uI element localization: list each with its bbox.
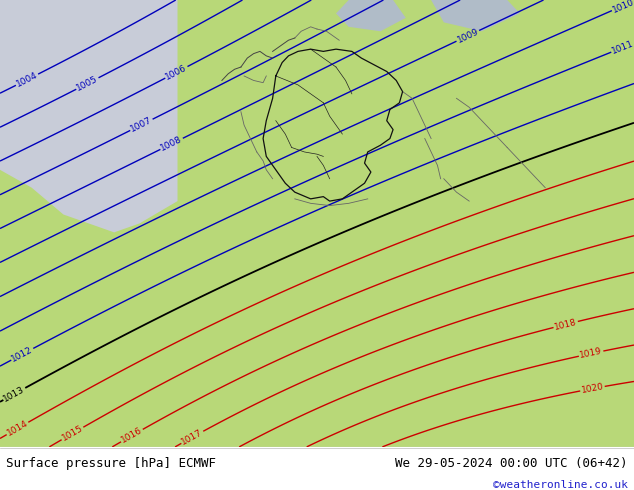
Text: 1016: 1016 xyxy=(120,426,144,445)
Text: ©weatheronline.co.uk: ©weatheronline.co.uk xyxy=(493,480,628,490)
Text: 1013: 1013 xyxy=(2,385,27,403)
Text: 1007: 1007 xyxy=(129,116,153,134)
Text: We 29-05-2024 00:00 UTC (06+42): We 29-05-2024 00:00 UTC (06+42) xyxy=(395,457,628,470)
Text: 1008: 1008 xyxy=(159,135,184,153)
Text: 1005: 1005 xyxy=(75,74,100,93)
Polygon shape xyxy=(431,0,520,31)
Text: 1012: 1012 xyxy=(10,345,34,364)
Text: 1011: 1011 xyxy=(611,39,634,56)
Text: 1018: 1018 xyxy=(553,318,578,332)
Text: 1020: 1020 xyxy=(580,382,605,395)
Text: 1014: 1014 xyxy=(5,419,30,438)
Text: 1006: 1006 xyxy=(164,63,189,82)
Text: 1019: 1019 xyxy=(579,347,604,360)
Text: Surface pressure [hPa] ECMWF: Surface pressure [hPa] ECMWF xyxy=(6,457,216,470)
Polygon shape xyxy=(336,0,406,31)
Text: 1015: 1015 xyxy=(60,424,85,443)
Text: 1017: 1017 xyxy=(180,428,205,447)
Text: 1010: 1010 xyxy=(611,0,634,14)
Text: 1009: 1009 xyxy=(455,27,480,45)
Polygon shape xyxy=(0,0,634,447)
Text: 1004: 1004 xyxy=(15,71,39,89)
